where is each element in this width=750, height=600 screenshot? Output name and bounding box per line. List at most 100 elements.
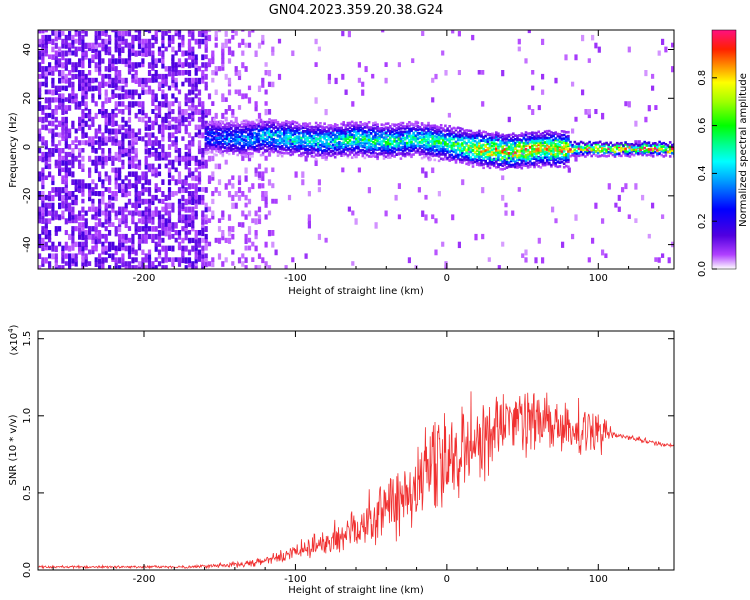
spectrogram-cell xyxy=(452,150,456,153)
spectrogram-cell xyxy=(54,230,58,236)
spectrogram-cell xyxy=(527,30,531,34)
spectrogram-cell xyxy=(424,171,428,178)
spectrogram-cell xyxy=(231,249,235,255)
spectrogram-cell xyxy=(336,126,339,130)
spectrogram-cell xyxy=(408,149,411,152)
spectrogram-cell xyxy=(584,109,588,115)
spectrogram-cell xyxy=(254,233,258,240)
spectrogram-cell xyxy=(539,159,543,163)
spectrogram-cell xyxy=(247,210,252,217)
spectrogram-cell xyxy=(177,148,182,154)
spectrogram-cell xyxy=(261,123,265,126)
spectrogram-cell xyxy=(84,112,88,119)
spectrogram-cell xyxy=(528,152,532,156)
spectrogram-cell xyxy=(437,126,441,129)
spectrogram-cell xyxy=(51,151,55,157)
spectrogram-cell xyxy=(287,135,290,138)
spectrogram-cell xyxy=(104,218,108,225)
spectrogram-cell xyxy=(340,154,343,157)
spectrogram-cell xyxy=(300,131,303,135)
spectrogram-cell xyxy=(194,62,198,68)
spectrogram-cell xyxy=(481,233,485,240)
spectrogram-cell xyxy=(118,73,122,80)
spectrogram-cell xyxy=(214,187,218,193)
spectrogram-cell xyxy=(184,124,188,131)
spectrogram-cell xyxy=(44,50,48,57)
spectrogram-cell xyxy=(614,202,618,208)
spectrogram-cell xyxy=(221,58,225,64)
spectrogram-cell xyxy=(81,38,85,44)
spectrogram-cell xyxy=(144,120,148,128)
spectrogram-cell xyxy=(177,62,182,68)
spectrogram-cell xyxy=(201,132,205,139)
spectrogram-cell xyxy=(535,149,538,153)
spectrogram-cell xyxy=(104,50,108,56)
spectrogram-cell xyxy=(161,155,165,161)
spectrogram-cell xyxy=(124,191,128,198)
spectrogram-cell xyxy=(231,50,235,57)
spectrogram-cell xyxy=(137,218,142,224)
spectrogram-cell xyxy=(657,50,661,56)
spectrogram-cell xyxy=(310,142,314,146)
spectrogram-cell xyxy=(68,245,72,252)
spectrogram-cell xyxy=(124,206,128,213)
spectrogram-cell xyxy=(98,70,102,76)
spectrogram-cell xyxy=(154,38,158,44)
spectrogram-cell xyxy=(151,198,155,206)
spectrogram-cell xyxy=(425,131,428,134)
spectrogram-cell xyxy=(164,206,168,213)
spectrogram-cell xyxy=(104,187,108,192)
spectrogram-cell xyxy=(167,179,172,186)
spectrogram-cell xyxy=(278,145,282,149)
spectrogram-cell xyxy=(289,136,292,139)
spectrogram-cell xyxy=(201,151,205,158)
spectrogram-cell xyxy=(204,73,208,80)
spectrogram-cell xyxy=(257,85,262,92)
spectrogram-cell xyxy=(121,77,125,84)
spectrogram-cell xyxy=(448,125,451,128)
spectrogram-cell xyxy=(51,54,55,60)
spectrogram-cell xyxy=(84,132,88,138)
spectrogram-cell xyxy=(300,142,303,145)
spectrogram-cell xyxy=(108,77,112,85)
spectrogram-cell xyxy=(94,261,98,267)
spectrogram-cell xyxy=(469,148,473,151)
spectrogram-cell xyxy=(408,138,411,142)
spectrogram-cell xyxy=(114,31,118,38)
spectrogram-cell xyxy=(586,144,589,148)
spectrogram-cell xyxy=(587,109,591,115)
spectrogram-cell xyxy=(247,137,250,140)
spectrogram-cell xyxy=(157,50,162,56)
spectrogram-cell xyxy=(230,131,233,135)
spectrogram-cell xyxy=(486,133,490,137)
spectrogram-cell xyxy=(272,133,275,137)
spectrogram-cell xyxy=(467,152,471,156)
spectrogram-cell xyxy=(221,261,225,267)
spectrogram-cell xyxy=(194,124,198,131)
spectrogram-cell xyxy=(131,148,135,154)
spectrogram-cell xyxy=(346,136,350,139)
spectrogram-cell xyxy=(465,155,468,158)
spectrogram-cell xyxy=(336,124,339,127)
spectrogram-cell xyxy=(533,156,536,159)
spectrogram-cell xyxy=(499,153,502,157)
spectrogram-cell xyxy=(357,140,360,143)
spectrogram-cell xyxy=(147,218,152,224)
spectrogram-cell xyxy=(201,249,205,255)
spectrogram-cell xyxy=(342,134,345,137)
spectrogram-cell xyxy=(213,122,216,126)
spectrogram-cell xyxy=(207,241,212,247)
spectrogram-cell xyxy=(626,154,630,158)
spectrogram-cell xyxy=(187,89,192,96)
spectrogram-cell xyxy=(331,138,335,141)
spectrogram-cell xyxy=(41,179,45,186)
spectrogram-cell xyxy=(54,89,58,96)
spectrogram-cell xyxy=(357,145,360,148)
spectrogram-cell xyxy=(439,134,443,138)
spectrogram-cell xyxy=(171,124,175,130)
spectrogram-cell xyxy=(194,66,198,72)
spectrogram-cell xyxy=(327,129,331,133)
spectrogram-cell xyxy=(518,163,521,166)
spectrogram-cell xyxy=(161,89,165,95)
spectrogram-cell xyxy=(427,124,430,127)
